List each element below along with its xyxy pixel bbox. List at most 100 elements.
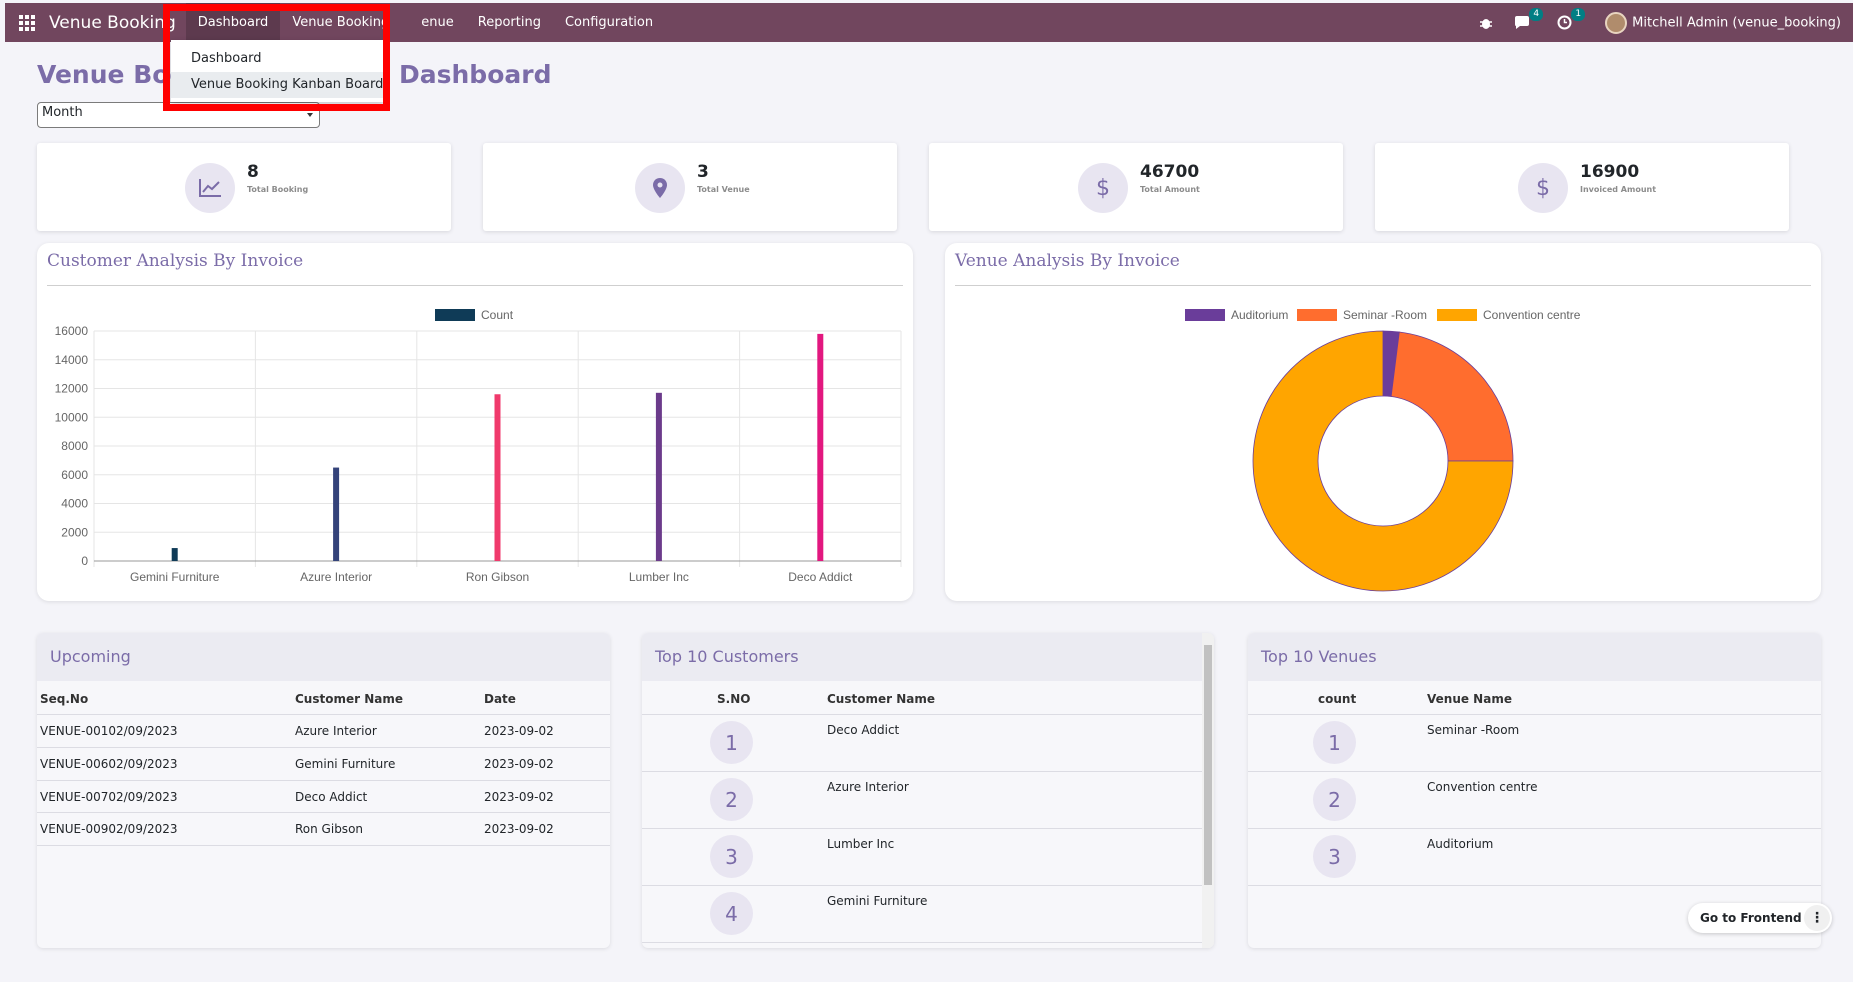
table-row[interactable]: 1 Seminar -Room [1248, 715, 1821, 772]
table-row[interactable]: VENUE-00902/09/2023 Ron Gibson 2023-09-0… [37, 813, 610, 846]
messages-icon[interactable]: 4 [1513, 7, 1544, 32]
cell-venue: Auditorium [1427, 837, 1494, 851]
kpi-value: 8 [247, 162, 259, 182]
table-row[interactable]: 2 Azure Interior [642, 772, 1214, 829]
table-columns: count Venue Name [1248, 681, 1821, 715]
legend-swatch [435, 309, 475, 321]
rank-badge: 3 [710, 835, 753, 878]
y-tick-label: 2000 [61, 525, 88, 539]
scrollbar-thumb[interactable] [1204, 645, 1212, 885]
kpi-value: 16900 [1580, 162, 1640, 182]
user-menu[interactable]: Mitchell Admin (venue_booking) [1605, 11, 1841, 34]
kpi-label: Invoiced Amount [1580, 185, 1657, 194]
table-row[interactable]: 3 Lumber Inc [642, 829, 1214, 886]
venue-donut-chart: Auditorium Seminar -Room Convention centre [1185, 308, 1581, 592]
dashboard-dropdown: Dashboard Venue Booking Kanban Board [171, 40, 384, 102]
cell-seq: VENUE-00602/09/2023 [40, 757, 178, 771]
dollar-icon: $ [1078, 163, 1128, 213]
y-tick-label: 14000 [55, 353, 89, 367]
cell-seq: VENUE-00102/09/2023 [40, 724, 178, 738]
rank-badge: 1 [1313, 721, 1356, 764]
column-header: Seq.No [40, 692, 89, 706]
kpi-total-booking[interactable]: 8 Total Booking [37, 143, 451, 231]
kpi-value: 46700 [1140, 162, 1200, 182]
page-title: Venue Boo Dashboard [37, 60, 551, 89]
y-tick-label: 12000 [55, 382, 89, 396]
y-tick-label: 4000 [61, 497, 88, 511]
dropdown-item-dashboard[interactable]: Dashboard [191, 51, 262, 66]
divider [955, 285, 1811, 286]
rank-badge: 4 [710, 892, 753, 935]
table-title: Upcoming [50, 647, 131, 666]
map-pin-icon [635, 163, 685, 213]
legend-label: Auditorium [1231, 308, 1288, 322]
cell-customer: Gemini Furniture [827, 894, 928, 908]
menu-venue-booking[interactable]: Venue Booking [292, 15, 390, 30]
menu-venue[interactable]: enue [421, 15, 454, 30]
rank-badge: 1 [710, 721, 753, 764]
menu-reporting[interactable]: Reporting [477, 15, 541, 30]
page-title-left: Venue Boo [37, 60, 187, 89]
cell-seq: VENUE-00702/09/2023 [40, 790, 178, 804]
cell-customer: Deco Addict [827, 723, 900, 737]
go-to-frontend-button[interactable]: Go to Frontend ⋮ [1688, 903, 1832, 933]
activities-clock-icon[interactable]: 1 [1555, 7, 1586, 32]
cell-date: 2023-09-02 [484, 724, 554, 738]
table-row[interactable]: VENUE-00102/09/2023 Azure Interior 2023-… [37, 715, 610, 748]
y-tick-label: 10000 [55, 410, 89, 424]
bug-icon[interactable] [1477, 14, 1495, 32]
bar [333, 467, 340, 561]
app-brand[interactable]: Venue Booking [49, 12, 176, 33]
table-row[interactable]: VENUE-00702/09/2023 Deco Addict 2023-09-… [37, 781, 610, 813]
more-options-icon[interactable]: ⋮ [1804, 905, 1830, 931]
cell-customer: Ron Gibson [295, 822, 364, 836]
dropdown-item-kanban-board[interactable]: Venue Booking Kanban Board [171, 72, 384, 98]
kpi-total-amount[interactable]: $ 46700 Total Amount [929, 143, 1343, 231]
x-tick-label: Gemini Furniture [130, 570, 220, 584]
table-row[interactable]: 2 Convention centre [1248, 772, 1821, 829]
apps-menu-icon[interactable] [17, 13, 37, 33]
donut-slice [1390, 331, 1514, 462]
cell-customer: Gemini Furniture [295, 757, 396, 771]
kpi-label: Total Amount [1140, 185, 1200, 194]
table-row[interactable]: 1 Deco Addict [642, 715, 1214, 772]
table-title: Top 10 Venues [1261, 647, 1377, 666]
column-header: count [1318, 692, 1357, 706]
kpi-label: Total Venue [697, 185, 750, 194]
cell-date: 2023-09-02 [484, 822, 554, 836]
y-tick-label: 0 [81, 554, 88, 568]
table-row[interactable]: 4 Gemini Furniture [642, 886, 1214, 943]
kpi-total-venue[interactable]: 3 Total Venue [483, 143, 897, 231]
legend-label: Count [481, 308, 514, 322]
x-tick-label: Deco Addict [788, 570, 853, 584]
vertical-scrollbar[interactable] [1202, 633, 1214, 948]
legend-label: Seminar -Room [1343, 308, 1427, 322]
y-tick-label: 8000 [61, 439, 88, 453]
dollar-icon: $ [1518, 163, 1568, 213]
rank-badge: 3 [1313, 835, 1356, 878]
menu-configuration[interactable]: Configuration [564, 15, 654, 30]
legend-swatch [1185, 309, 1225, 321]
x-tick-label: Lumber Inc [629, 570, 689, 584]
top-customers-table: Top 10 Customers S.NO Customer Name 1 De… [642, 633, 1214, 948]
cell-venue: Seminar -Room [1427, 723, 1520, 737]
donut-slice [1252, 330, 1514, 592]
table-row[interactable]: 3 Auditorium [1248, 829, 1821, 886]
table-header: Top 10 Customers [642, 633, 1214, 681]
panel-title: Customer Analysis By Invoice [47, 251, 304, 271]
cell-seq: VENUE-00902/09/2023 [40, 822, 178, 836]
table-columns: Seq.No Customer Name Date [37, 681, 610, 715]
user-name: Mitchell Admin (venue_booking) [1632, 15, 1841, 30]
chart-line-icon [185, 163, 235, 213]
customer-bar-chart: Count 0 2000 4000 6000 8000 10000 12000 14000 160… [55, 308, 902, 584]
kpi-invoiced-amount[interactable]: $ 16900 Invoiced Amount [1375, 143, 1789, 231]
legend-swatch [1437, 309, 1477, 321]
table-row[interactable]: VENUE-00602/09/2023 Gemini Furniture 202… [37, 748, 610, 781]
y-tick-label: 6000 [61, 468, 88, 482]
bar [817, 333, 824, 561]
rank-badge: 2 [710, 778, 753, 821]
kpi-label: Total Booking [247, 185, 309, 194]
cell-customer: Deco Addict [295, 790, 368, 804]
cell-date: 2023-09-02 [484, 790, 554, 804]
bar [171, 548, 178, 561]
